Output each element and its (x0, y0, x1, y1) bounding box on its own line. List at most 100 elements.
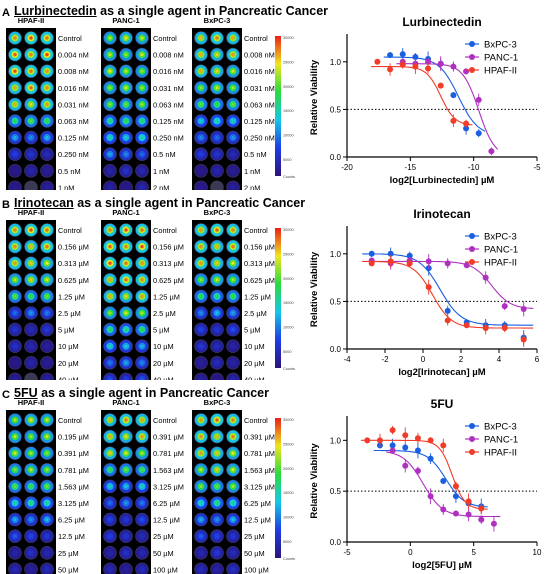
panel-a: A Lurbinectedin as a single agent in Pan… (0, 0, 550, 190)
well-signal-peak (199, 69, 203, 73)
well-signal-peak (45, 435, 49, 439)
data-point (376, 437, 383, 444)
well-signal-peak (215, 169, 219, 173)
concentration-label: 12.5 µM (58, 532, 85, 541)
well-signal-peak (124, 245, 128, 249)
well-signal-peak (108, 228, 112, 232)
well-signal-peak (29, 361, 33, 365)
well-signal-peak (29, 69, 33, 73)
well-signal-peak (140, 501, 144, 505)
well-signal-peak (45, 534, 49, 538)
well-signal-peak (215, 294, 219, 298)
x-axis-label: log2[Lurbinectedin] µM (390, 175, 495, 186)
concentration-label: 12.5 µM (153, 516, 180, 525)
concentration-label: 2.5 µM (244, 309, 267, 318)
cell-line-label: HPAF-II (18, 16, 45, 25)
well-signal-peak (108, 567, 112, 571)
well-signal-peak (124, 294, 128, 298)
concentration-label: 25 µM (153, 532, 174, 541)
well-signal-peak (124, 361, 128, 365)
well-signal-peak (231, 468, 235, 472)
well-signal-peak (13, 86, 17, 90)
well-signal-peak (29, 484, 33, 488)
x-tick-label: -4 (343, 355, 351, 364)
colorbar-tick-label: 20000 (283, 467, 294, 471)
well-signal-peak (124, 261, 128, 265)
data-point (402, 462, 409, 469)
well-signal-peak (29, 228, 33, 232)
data-point (478, 516, 485, 523)
well-signal-peak (45, 261, 49, 265)
well-signal-peak (199, 451, 203, 455)
legend-label: HPAF-II (484, 66, 517, 77)
well-signal-peak (13, 518, 17, 522)
data-point (475, 130, 482, 137)
dose-response-chart: Irinotecan -4 -2 0 2 4 6 0.0 0.5 1.0 log2[Irinotec… (309, 207, 540, 378)
data-point (520, 306, 527, 313)
x-tick-label: 4 (497, 355, 502, 364)
y-axis-label: Relative Viability (309, 443, 320, 519)
concentration-label: 3.125 µM (244, 482, 275, 491)
concentration-label: 50 µM (58, 565, 79, 574)
data-point (412, 63, 419, 70)
well-signal-peak (215, 328, 219, 332)
fit-curve (373, 449, 488, 508)
colorbar-unit-label: Counts (283, 367, 295, 371)
colorbar-tick-label: 25000 (283, 442, 294, 446)
y-tick-label: 1.0 (330, 250, 342, 259)
data-point (389, 442, 396, 449)
well-signal-peak (108, 119, 112, 123)
legend-marker (469, 246, 475, 252)
well-signal-peak (108, 435, 112, 439)
y-tick-label: 0.0 (330, 345, 342, 354)
data-point (463, 262, 470, 269)
well-signal-peak (231, 518, 235, 522)
well-signal-peak (231, 377, 235, 380)
well-signal-peak (124, 501, 128, 505)
well-signal-peak (45, 501, 49, 505)
concentration-label: 20 µM (153, 359, 174, 368)
ivis-imaging-panel: HPAF-II Control 0.156 µM 0.313 µM 0.625 µM 1.… (6, 208, 295, 380)
concentration-label: 5 µM (244, 326, 261, 335)
data-point (490, 520, 497, 527)
well-signal-peak (140, 311, 144, 315)
concentration-label: 20 µM (244, 359, 265, 368)
data-point (387, 250, 394, 257)
well-signal-peak (215, 518, 219, 522)
colorbar-tick-label: 15000 (283, 301, 294, 305)
well-signal-peak (215, 119, 219, 123)
well-signal-peak (215, 102, 219, 106)
concentration-label: 0.125 nM (58, 134, 89, 143)
well-signal-peak (13, 468, 17, 472)
well-signal-peak (140, 245, 144, 249)
data-point (465, 498, 472, 505)
well-signal-peak (140, 86, 144, 90)
well-signal-peak (215, 534, 219, 538)
well-signal-peak (215, 311, 219, 315)
well-signal-peak (124, 278, 128, 282)
well-signal-peak (199, 567, 203, 571)
panel-letter: A (2, 7, 10, 19)
data-point (482, 274, 489, 281)
well-signal-peak (108, 86, 112, 90)
concentration-label: 0.063 nM (244, 100, 275, 109)
well-signal-peak (29, 136, 33, 140)
colorbar-tick-label: 5000 (283, 350, 291, 354)
concentration-label: 0.625 µM (58, 276, 89, 285)
concentration-label: 6.25 µM (58, 516, 85, 525)
well-signal-peak (29, 451, 33, 455)
well-signal-peak (124, 69, 128, 73)
well-signal-peak (13, 245, 17, 249)
well-signal-peak (231, 418, 235, 422)
concentration-label: 0.5 nM (244, 150, 267, 159)
data-point (463, 68, 470, 75)
cell-line-label: BxPC-3 (204, 398, 231, 407)
well-signal-peak (108, 418, 112, 422)
concentration-label: Control (244, 416, 268, 425)
data-point (425, 258, 432, 265)
well-signal-peak (140, 136, 144, 140)
concentration-label: 3.125 µM (153, 482, 184, 491)
well-signal-peak (45, 245, 49, 249)
concentration-label: 10 µM (58, 342, 79, 351)
panel-title-rest: as a single agent in Pancreatic Cancer (37, 386, 269, 400)
